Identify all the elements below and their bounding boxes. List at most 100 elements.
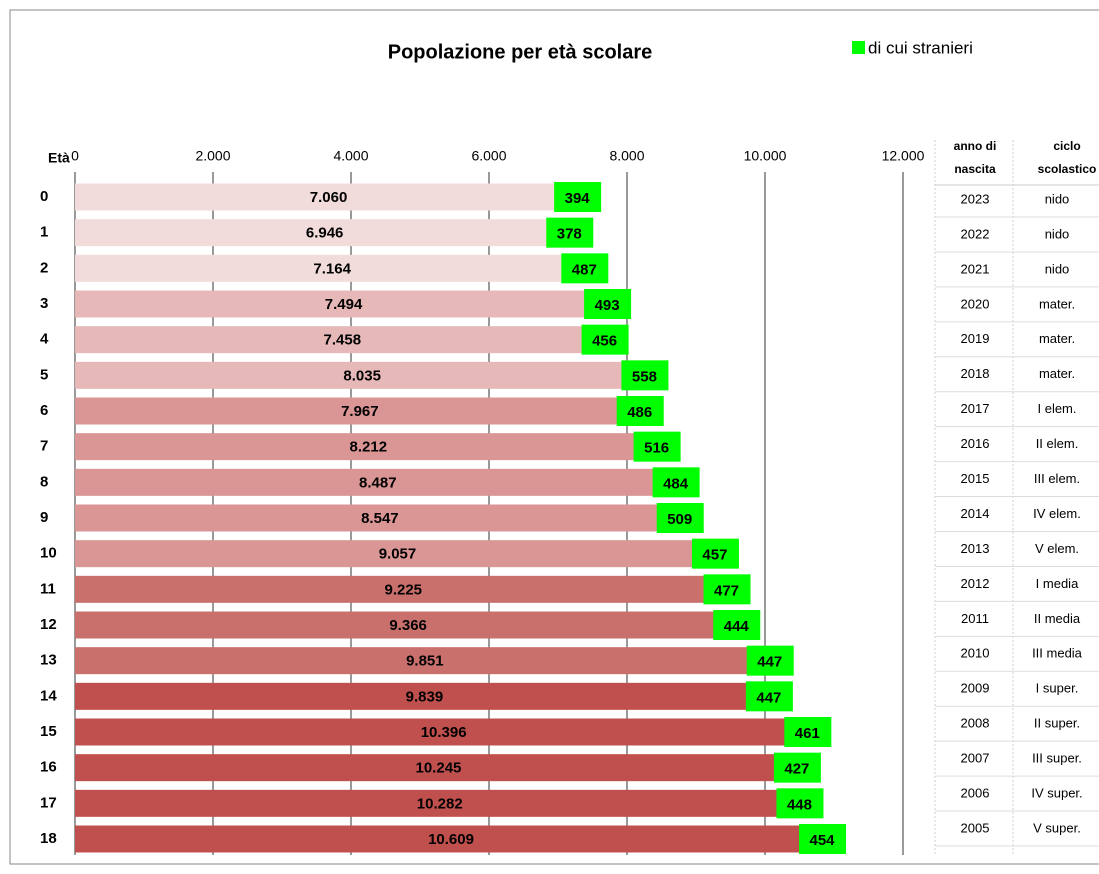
table-cell: 2012 bbox=[961, 576, 990, 591]
value-label: 7.458 bbox=[324, 332, 362, 349]
foreign-box bbox=[581, 324, 629, 355]
foreign-box bbox=[745, 681, 793, 712]
y-tick-label: 15 bbox=[40, 723, 57, 740]
value-label: 10.609 bbox=[428, 831, 474, 848]
table-cell: 2009 bbox=[961, 681, 990, 696]
table-cell: 2022 bbox=[961, 226, 990, 241]
foreign-label: 486 bbox=[627, 404, 652, 421]
foreign-label: 394 bbox=[565, 190, 591, 207]
value-label: 10.245 bbox=[416, 760, 462, 777]
value-label: 10.396 bbox=[421, 724, 467, 741]
table-cell: nido bbox=[1045, 191, 1070, 206]
table-cell: IV super. bbox=[1031, 785, 1082, 800]
table-cell: 2006 bbox=[961, 785, 990, 800]
foreign-box bbox=[784, 717, 832, 747]
bar bbox=[75, 468, 661, 496]
value-label: 7.164 bbox=[313, 260, 351, 277]
table-cell: II media bbox=[1034, 611, 1081, 626]
table-cell: V super. bbox=[1033, 820, 1081, 835]
foreign-label: 378 bbox=[557, 226, 582, 243]
legend-swatch bbox=[852, 41, 865, 54]
y-tick-label: 17 bbox=[40, 794, 57, 811]
foreign-label: 427 bbox=[784, 761, 809, 778]
foreign-box bbox=[633, 431, 681, 462]
foreign-box bbox=[799, 824, 847, 854]
table-header: nascita bbox=[954, 162, 996, 176]
bar bbox=[75, 254, 570, 282]
bar bbox=[75, 575, 712, 603]
bar bbox=[75, 326, 590, 354]
value-label: 8.487 bbox=[359, 474, 397, 491]
value-label: 7.060 bbox=[310, 189, 348, 206]
y-tick-label: 16 bbox=[40, 759, 57, 776]
table-header: ciclo bbox=[1053, 139, 1080, 153]
table-cell: 2015 bbox=[961, 471, 990, 486]
foreign-label: 447 bbox=[757, 654, 782, 671]
bar bbox=[75, 290, 593, 318]
value-label: 8.035 bbox=[343, 367, 381, 384]
value-label: 9.057 bbox=[379, 546, 417, 563]
foreign-box bbox=[621, 360, 669, 391]
table-cell: III media bbox=[1032, 646, 1083, 661]
y-tick-label: 14 bbox=[40, 687, 57, 704]
foreign-label: 516 bbox=[644, 440, 669, 457]
table-cell: 2018 bbox=[961, 366, 990, 381]
value-label: 6.946 bbox=[306, 225, 344, 242]
x-tick-label: 6.000 bbox=[471, 148, 506, 164]
foreign-box bbox=[652, 467, 700, 498]
y-tick-label: 1 bbox=[40, 224, 48, 241]
foreign-label: 457 bbox=[702, 547, 727, 564]
foreign-label: 477 bbox=[714, 582, 739, 599]
y-tick-label: 3 bbox=[40, 295, 48, 312]
y-tick-label: 7 bbox=[40, 438, 48, 455]
y-tick-label: 18 bbox=[40, 830, 57, 847]
bar bbox=[75, 754, 782, 782]
table-cell: I elem. bbox=[1037, 401, 1076, 416]
table-cell: mater. bbox=[1039, 366, 1075, 381]
bar bbox=[75, 682, 754, 710]
bar bbox=[75, 611, 722, 639]
foreign-label: 448 bbox=[787, 796, 812, 813]
y-tick-label: 8 bbox=[40, 473, 48, 490]
value-label: 7.494 bbox=[325, 296, 363, 313]
foreign-label: 444 bbox=[724, 618, 750, 635]
value-label: 8.212 bbox=[350, 439, 388, 456]
y-tick-label: 11 bbox=[40, 580, 56, 597]
value-label: 9.225 bbox=[384, 581, 422, 598]
y-tick-label: 2 bbox=[40, 259, 48, 276]
table-cell: 2010 bbox=[961, 646, 990, 661]
value-label: 9.839 bbox=[406, 688, 444, 705]
table-cell: V elem. bbox=[1035, 541, 1079, 556]
y-tick-label: 9 bbox=[40, 509, 48, 526]
bar bbox=[75, 718, 793, 746]
chart-title: Popolazione per età scolare bbox=[388, 41, 653, 63]
y-tick-label: 0 bbox=[40, 188, 48, 205]
value-label: 8.547 bbox=[361, 510, 399, 527]
legend-label: di cui stranieri bbox=[868, 38, 973, 57]
table-header: anno di bbox=[954, 139, 997, 153]
x-tick-label: 12.000 bbox=[882, 148, 925, 164]
table-cell: 2023 bbox=[961, 191, 990, 206]
table-cell: 2005 bbox=[961, 820, 990, 835]
table-cell: 2021 bbox=[961, 261, 990, 276]
bar bbox=[75, 397, 625, 425]
foreign-box bbox=[773, 752, 821, 783]
x-tick-label: 10.000 bbox=[744, 148, 787, 164]
y-tick-label: 5 bbox=[40, 366, 48, 383]
foreign-label: 493 bbox=[595, 297, 620, 314]
foreign-label: 447 bbox=[756, 689, 781, 706]
foreign-box bbox=[554, 182, 602, 212]
foreign-label: 484 bbox=[663, 475, 689, 492]
foreign-box bbox=[703, 574, 751, 605]
foreign-box bbox=[546, 217, 594, 248]
table-cell: 2007 bbox=[961, 751, 990, 766]
table-cell: 2020 bbox=[961, 296, 990, 311]
bar bbox=[75, 183, 563, 211]
table-cell: I super. bbox=[1036, 681, 1079, 696]
x-tick-label: 2.000 bbox=[195, 148, 230, 164]
foreign-box bbox=[584, 289, 632, 319]
value-label: 9.851 bbox=[406, 653, 444, 670]
bar bbox=[75, 825, 808, 853]
table-cell: III elem. bbox=[1034, 471, 1080, 486]
